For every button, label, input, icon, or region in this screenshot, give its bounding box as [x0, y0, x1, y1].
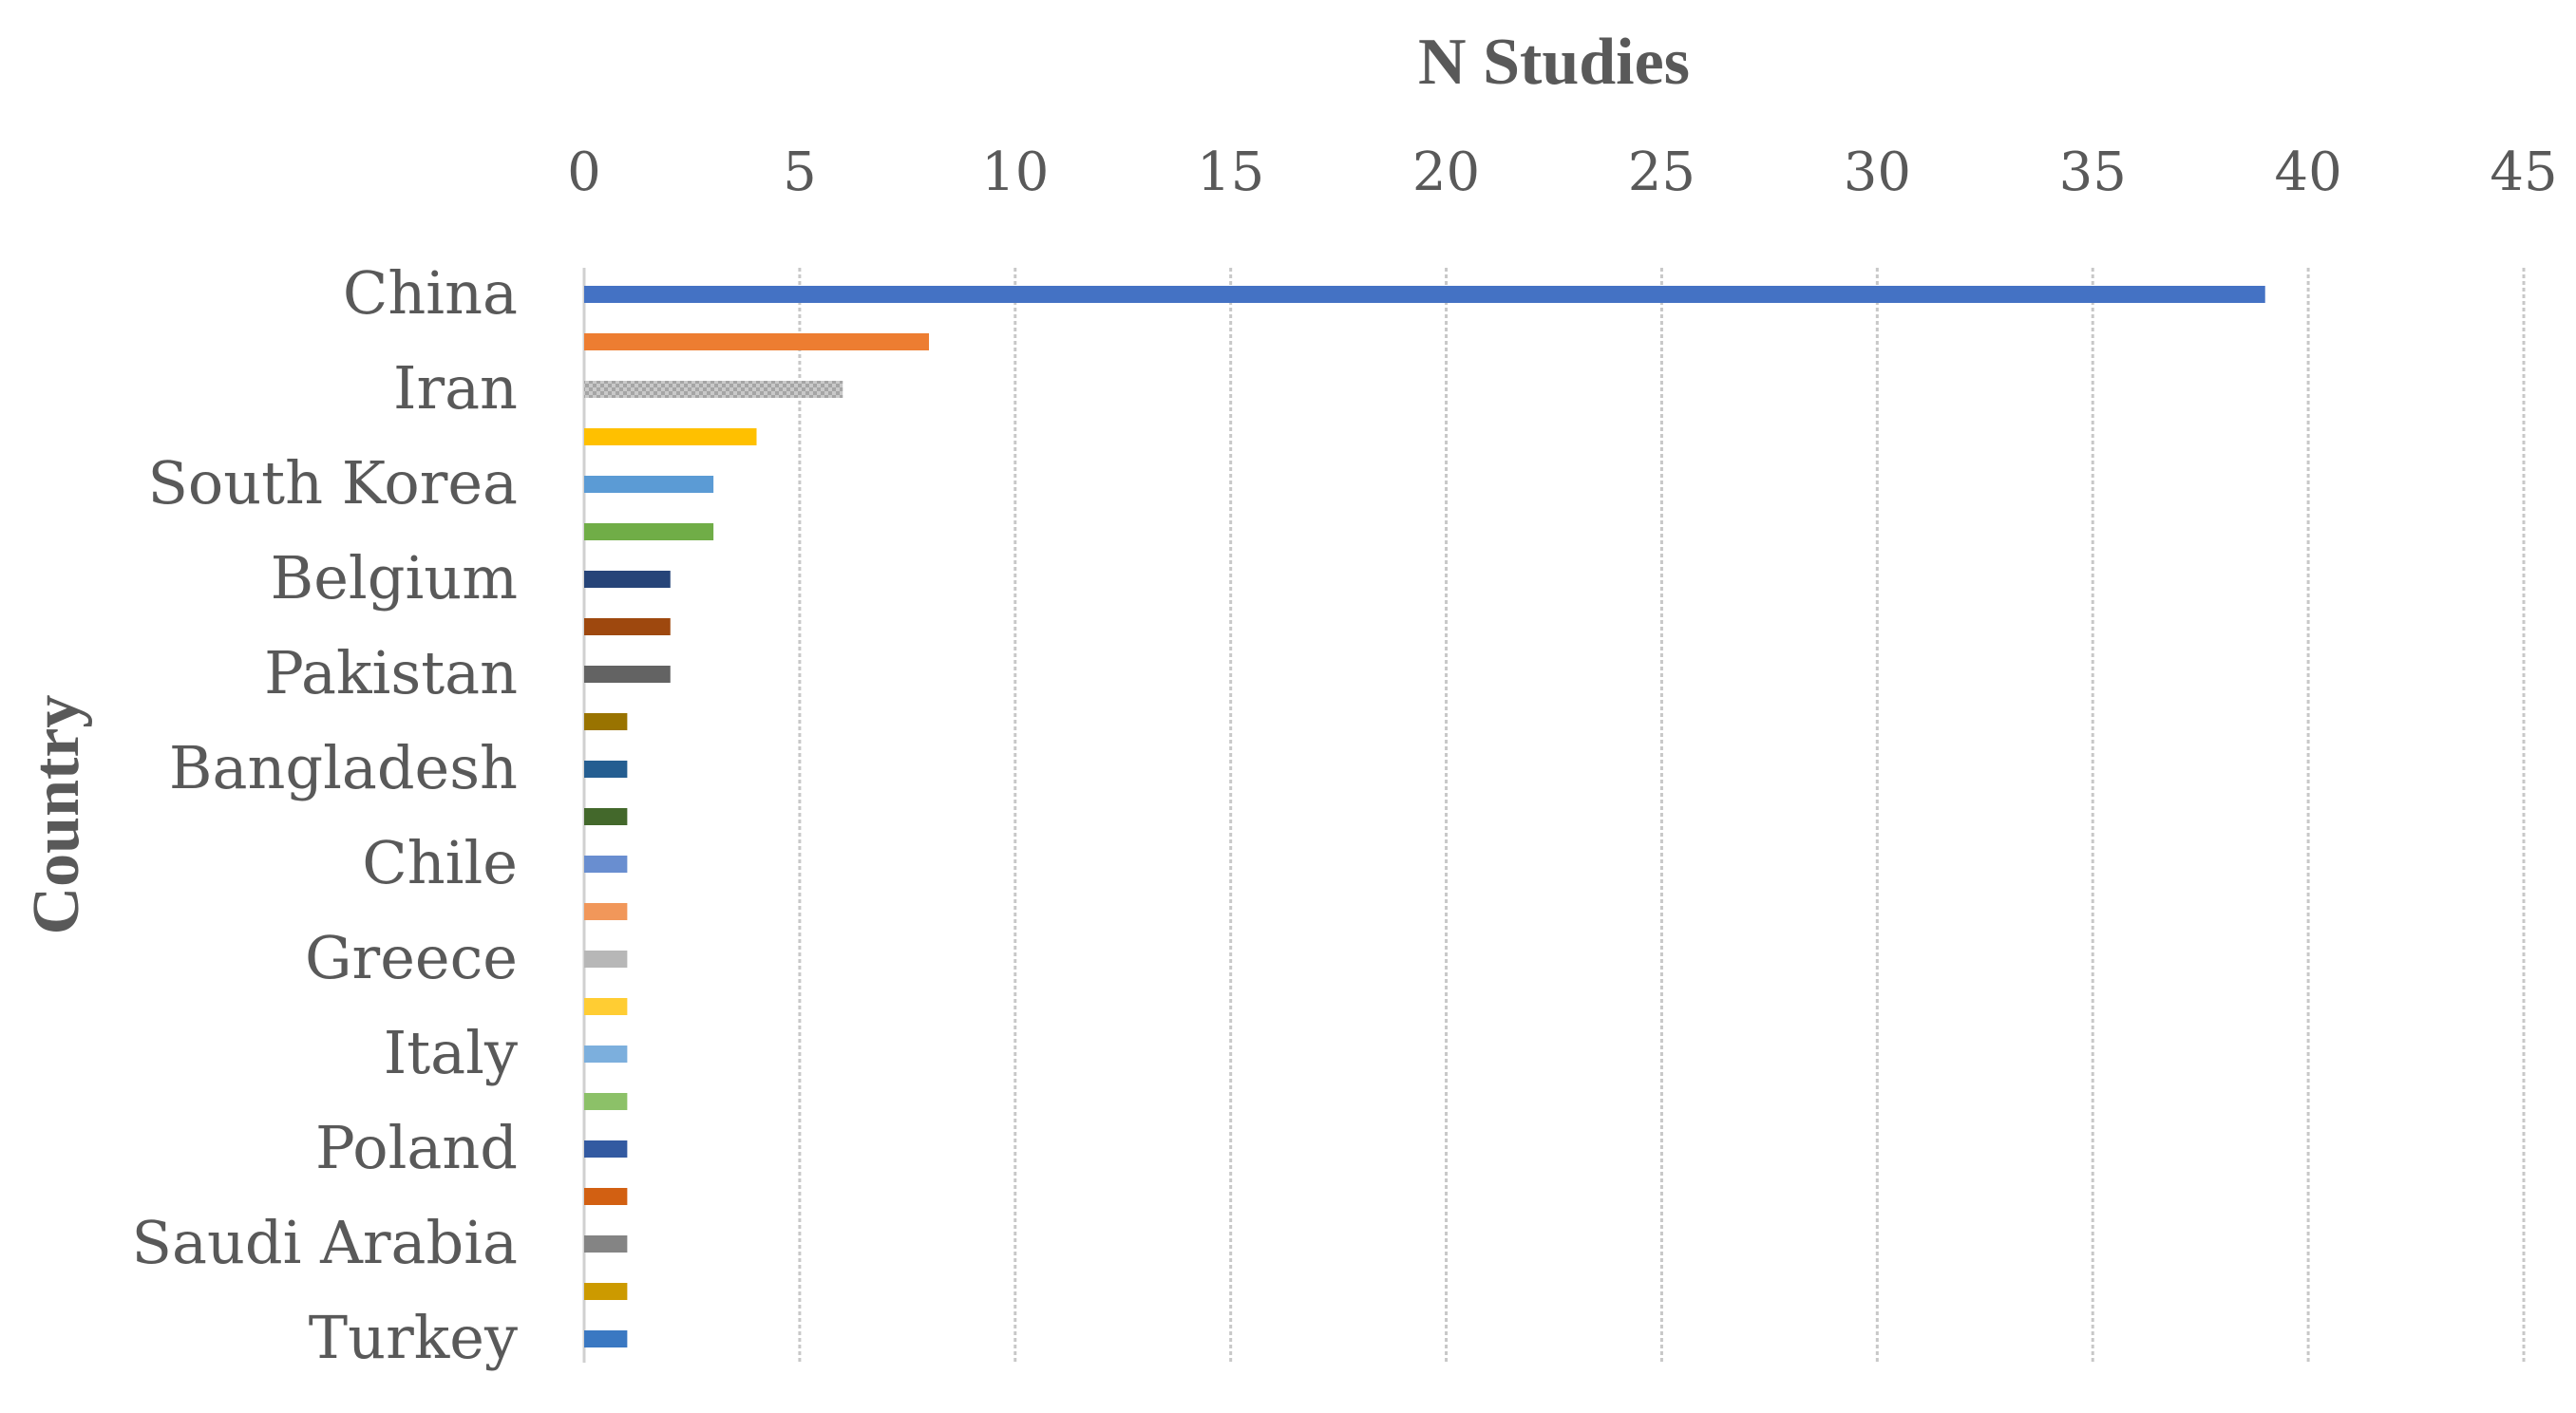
x-tick-label: 5	[783, 141, 817, 203]
y-tick-label: Saudi Arabia	[132, 1208, 518, 1277]
bar	[584, 666, 671, 683]
x-tick-label: 35	[2059, 141, 2127, 203]
y-tick-label: Poland	[315, 1113, 518, 1182]
bar	[584, 381, 843, 398]
y-tick-label: Bangladesh	[169, 733, 518, 802]
y-tick-label: Belgium	[271, 543, 518, 612]
bar	[584, 1235, 628, 1253]
x-tick-label: 20	[1412, 141, 1480, 203]
y-tick-label: South Korea	[147, 448, 518, 518]
y-tick-label: Turkey	[309, 1303, 518, 1372]
bar	[584, 808, 628, 825]
y-tick-labels: China Iran South Korea Belgium Pakistan Bangl…	[132, 258, 518, 1372]
bar	[584, 428, 757, 445]
bar	[584, 571, 671, 588]
bar	[584, 286, 2265, 303]
bar	[584, 1188, 628, 1205]
x-tick-label: 0	[567, 141, 601, 203]
bar	[584, 998, 628, 1015]
bar	[584, 333, 930, 350]
bar	[584, 1046, 628, 1063]
y-tick-label: Iran	[393, 353, 518, 423]
bar	[584, 1093, 628, 1110]
y-tick-label: Chile	[362, 828, 518, 897]
bar	[584, 856, 628, 873]
bar	[584, 523, 714, 540]
bar	[584, 951, 628, 968]
y-tick-label: China	[343, 258, 518, 328]
bar	[584, 1283, 628, 1300]
bars	[584, 286, 2265, 1347]
bar	[584, 1140, 628, 1158]
y-tick-label: Pakistan	[264, 638, 518, 707]
x-tick-label: 25	[1628, 141, 1695, 203]
bar	[584, 903, 628, 920]
y-axis-title: Country	[20, 695, 93, 935]
x-tick-label: 45	[2490, 141, 2557, 203]
gridlines	[582, 268, 2526, 1363]
bar	[584, 713, 628, 730]
x-axis-title: N Studies	[1418, 26, 1690, 99]
x-tick-labels: 0 5 10 15 20 25 30 35 40 45	[567, 141, 2557, 203]
x-tick-label: 10	[981, 141, 1049, 203]
x-tick-label: 40	[2274, 141, 2341, 203]
bar	[584, 761, 628, 778]
bar	[584, 476, 714, 493]
x-tick-label: 15	[1197, 141, 1264, 203]
y-tick-label: Italy	[384, 1018, 518, 1087]
x-tick-label: 30	[1844, 141, 1911, 203]
bar	[584, 618, 671, 635]
bar	[584, 1330, 628, 1347]
y-tick-label: Greece	[305, 923, 518, 992]
